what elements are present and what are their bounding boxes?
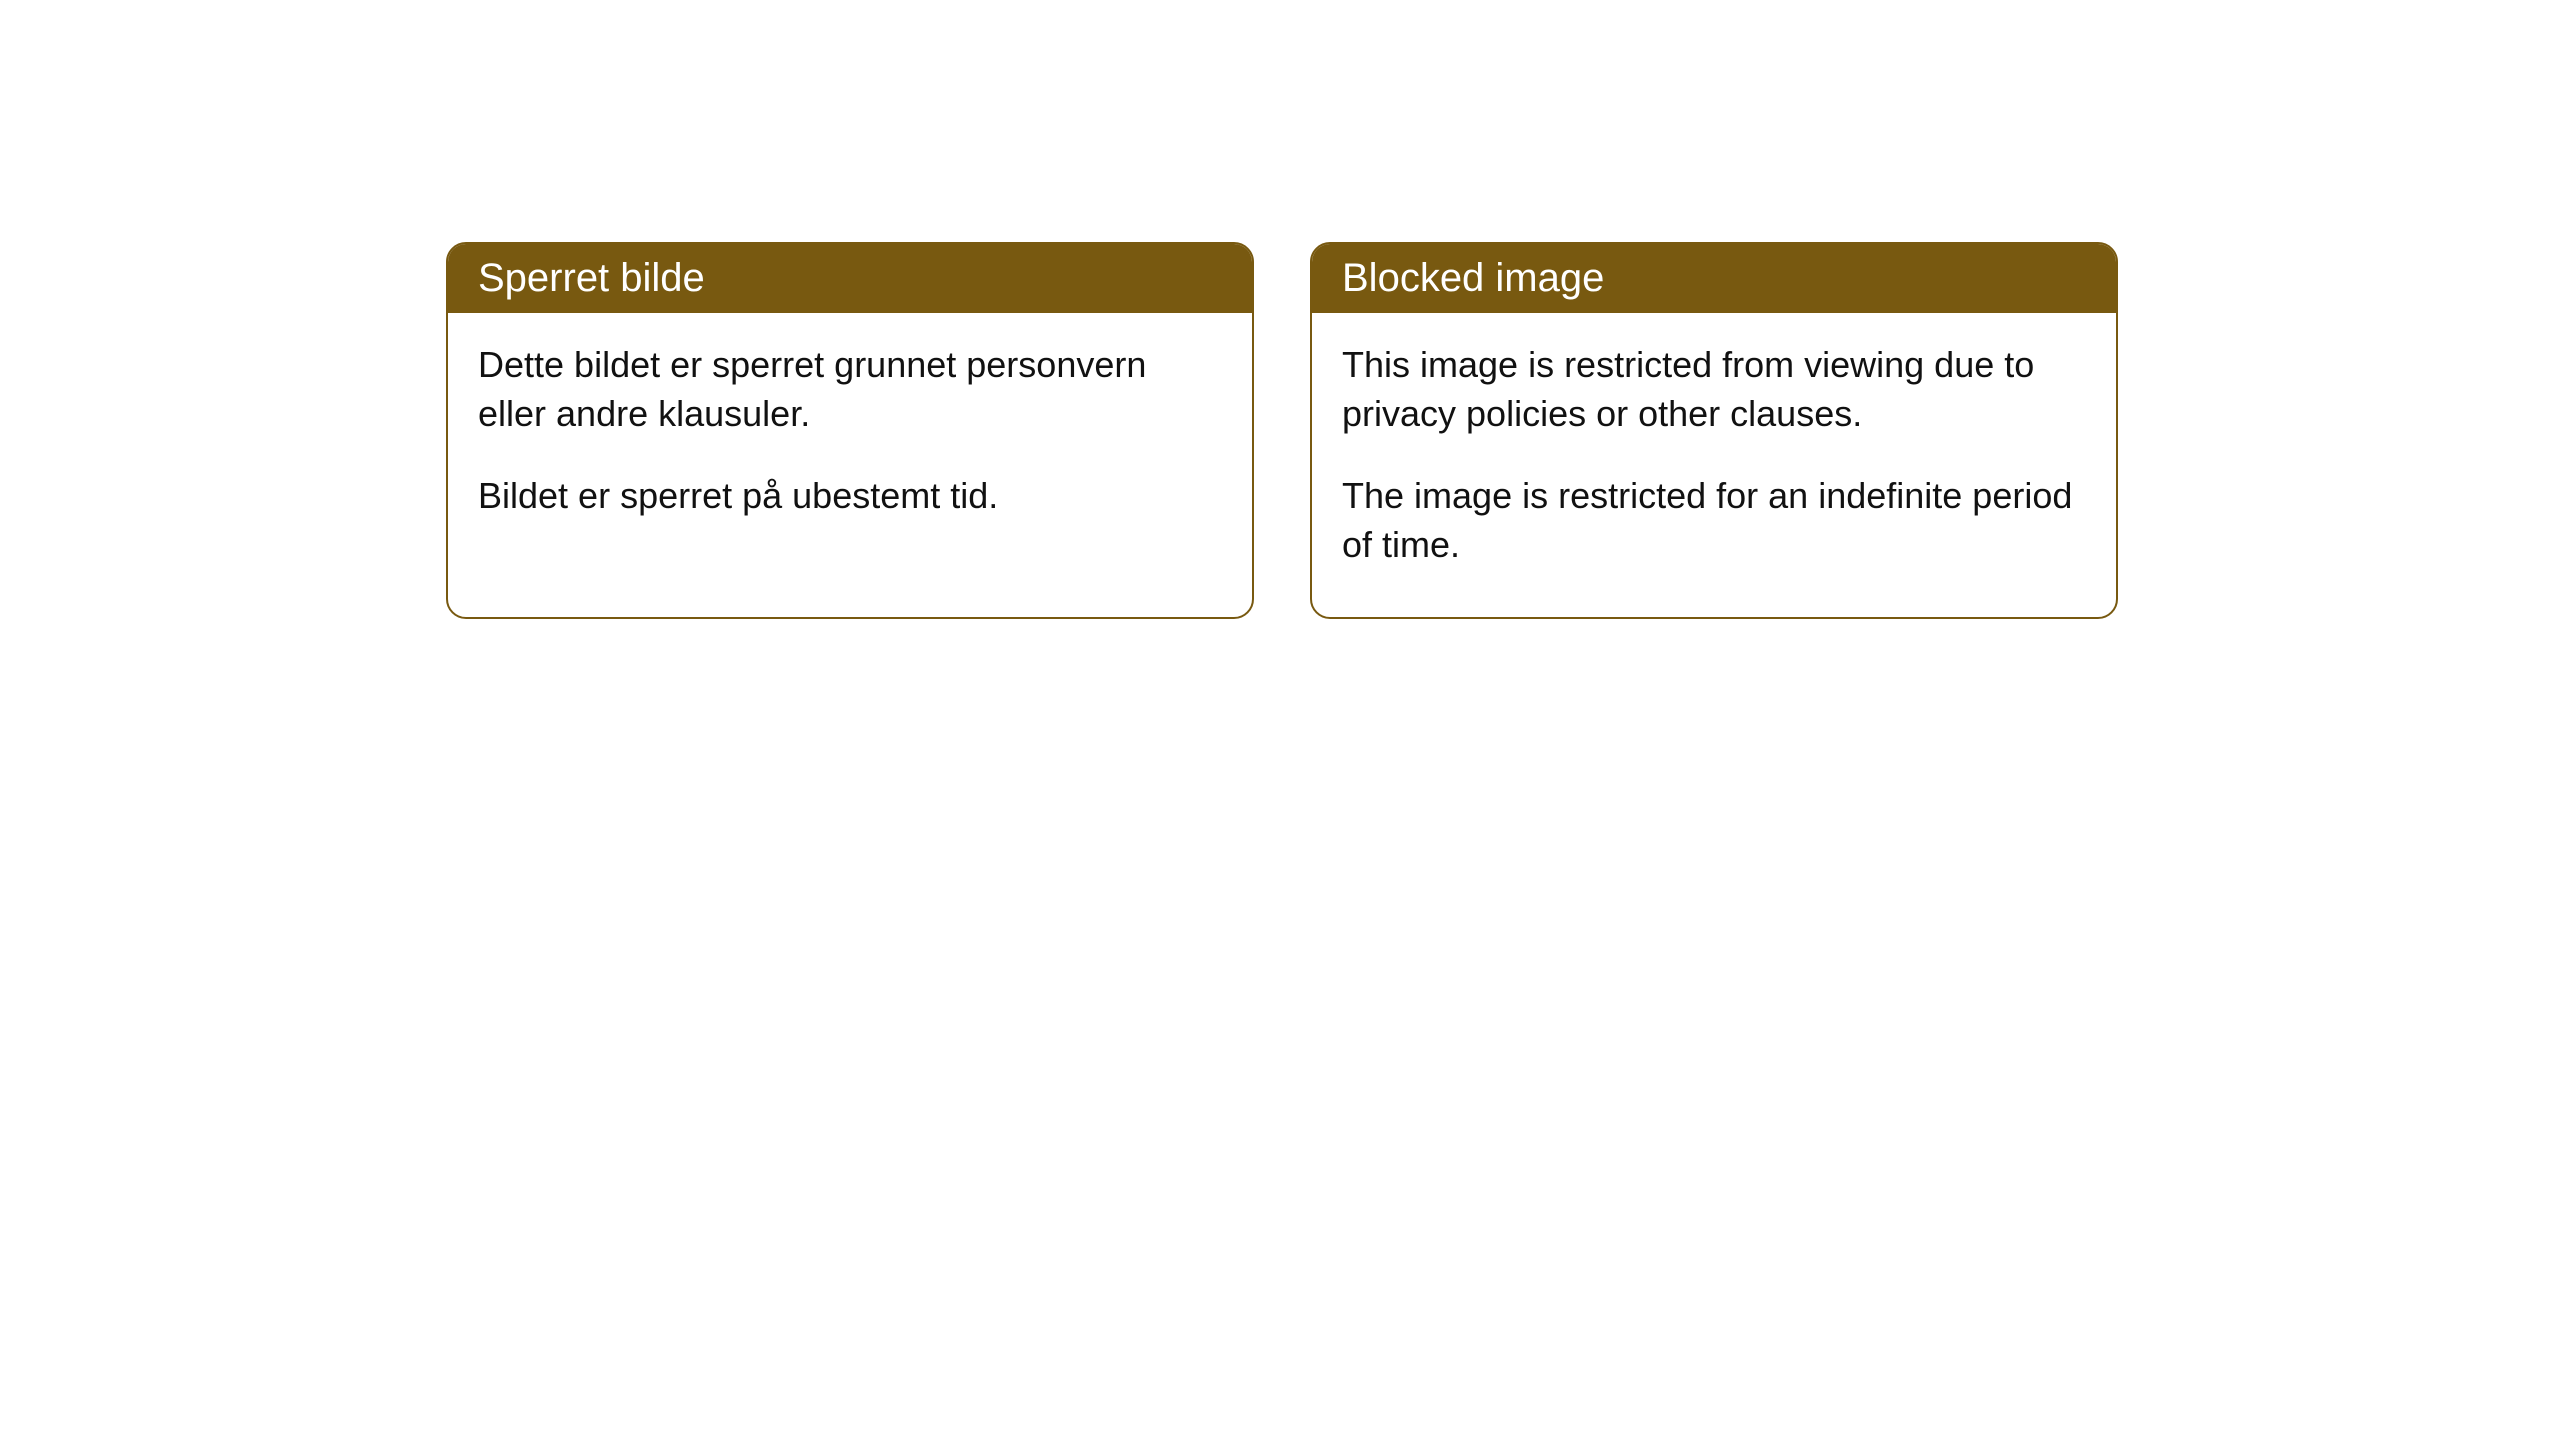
card-header: Blocked image — [1312, 244, 2116, 313]
card-paragraph: The image is restricted for an indefinit… — [1342, 472, 2086, 569]
cards-container: Sperret bilde Dette bildet er sperret gr… — [446, 242, 2560, 619]
card-paragraph: Dette bildet er sperret grunnet personve… — [478, 341, 1222, 438]
blocked-image-card-english: Blocked image This image is restricted f… — [1310, 242, 2118, 619]
card-body: This image is restricted from viewing du… — [1312, 313, 2116, 617]
card-paragraph: This image is restricted from viewing du… — [1342, 341, 2086, 438]
card-title: Sperret bilde — [478, 256, 705, 300]
card-body: Dette bildet er sperret grunnet personve… — [448, 313, 1252, 569]
card-header: Sperret bilde — [448, 244, 1252, 313]
blocked-image-card-norwegian: Sperret bilde Dette bildet er sperret gr… — [446, 242, 1254, 619]
card-title: Blocked image — [1342, 256, 1604, 300]
card-paragraph: Bildet er sperret på ubestemt tid. — [478, 472, 1222, 521]
